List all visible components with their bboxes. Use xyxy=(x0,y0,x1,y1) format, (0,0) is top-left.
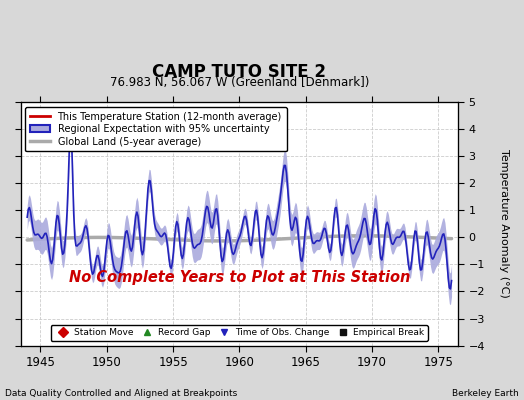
Title: CAMP TUTO SITE 2: CAMP TUTO SITE 2 xyxy=(152,63,326,81)
Legend: Station Move, Record Gap, Time of Obs. Change, Empirical Break: Station Move, Record Gap, Time of Obs. C… xyxy=(50,325,428,341)
Text: Berkeley Earth: Berkeley Earth xyxy=(452,389,519,398)
Y-axis label: Temperature Anomaly (°C): Temperature Anomaly (°C) xyxy=(499,150,509,298)
Text: Data Quality Controlled and Aligned at Breakpoints: Data Quality Controlled and Aligned at B… xyxy=(5,389,237,398)
Text: 76.983 N, 56.067 W (Greenland [Denmark]): 76.983 N, 56.067 W (Greenland [Denmark]) xyxy=(110,76,369,89)
Text: No Complete Years to Plot at This Station: No Complete Years to Plot at This Statio… xyxy=(69,270,410,285)
